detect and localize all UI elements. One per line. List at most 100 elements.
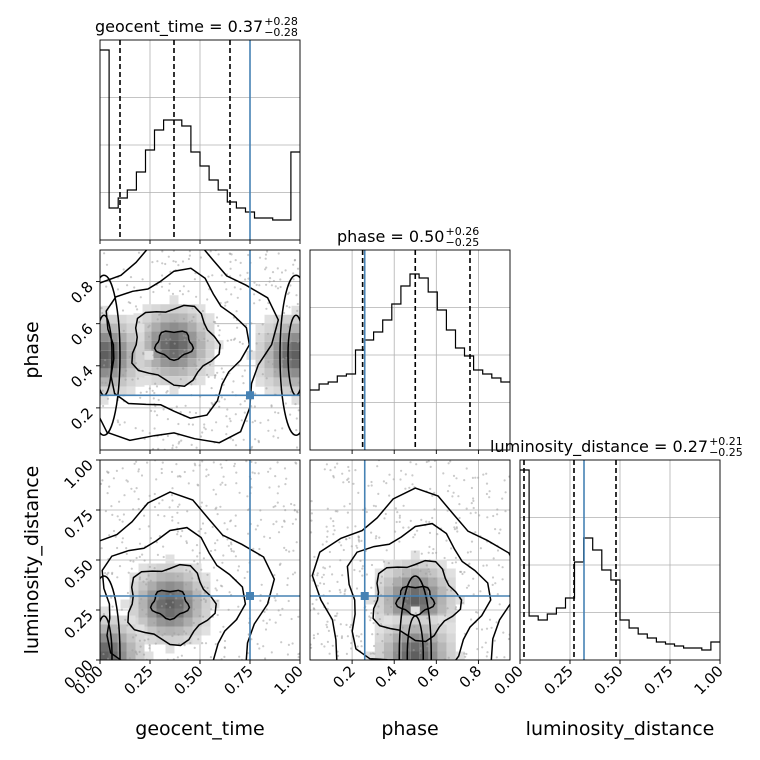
- distance-vs-geocent-time-sample-point: [171, 515, 174, 519]
- distance-vs-phase-sample-point: [375, 535, 378, 538]
- distance-vs-phase-sample-point: [336, 510, 339, 513]
- distance-vs-geocent-time-density-cell: [174, 626, 184, 636]
- text-layer: 0.00 0.25 0.50 0.75 1.00 0.2 0.4 0.6 0.8 0.00 0.25…: [21, 15, 743, 740]
- phase-vs-geocent-time-sample-point: [296, 309, 299, 312]
- distance-vs-phase-density-cell: [374, 604, 384, 614]
- distance-vs-geocent-time-density-cell: [126, 642, 136, 652]
- distance-vs-phase-sample-point: [426, 617, 429, 620]
- distance-vs-geocent-time-sample-point: [206, 573, 209, 576]
- distance-vs-geocent-time-sample-point: [259, 509, 262, 512]
- distance-vs-geocent-time-sample-point: [186, 510, 189, 513]
- phase-vs-geocent-time-sample-point: [128, 355, 131, 358]
- distance-vs-geocent-time-sample-point: [246, 508, 250, 512]
- distance-vs-phase-sample-point: [347, 465, 350, 469]
- distance-vs-phase-sample-point: [498, 532, 501, 535]
- phase-vs-geocent-time-density-cell: [273, 332, 283, 342]
- phase-vs-geocent-time-sample-point: [171, 444, 174, 447]
- phase-vs-geocent-time-sample-point: [264, 268, 267, 271]
- phase-vs-geocent-time-density-cell: [142, 322, 152, 332]
- distance-vs-geocent-time-density-cell: [138, 563, 148, 573]
- phase-vs-geocent-time-sample-point: [287, 325, 290, 328]
- distance-vs-phase-sample-point: [340, 635, 344, 638]
- distance-vs-geocent-time-sample-point: [295, 541, 298, 544]
- distance-vs-geocent-time-sample-point: [252, 547, 255, 551]
- distance-vs-phase-sample-point: [360, 645, 363, 648]
- distance-vs-geocent-time-sample-point: [153, 567, 156, 570]
- distance-vs-geocent-time-density-cell: [201, 626, 211, 636]
- phase-vs-geocent-time-sample-point: [225, 433, 228, 436]
- phase-vs-geocent-time-density-cell: [91, 351, 100, 360]
- distance-vs-geocent-time-sample-point: [138, 542, 142, 545]
- distance-vs-geocent-time-sample-point: [176, 530, 179, 533]
- phase-vs-geocent-time-density-cell: [214, 340, 224, 350]
- distance-vs-geocent-time-sample-point: [143, 639, 146, 642]
- distance-vs-phase-density-cell: [383, 651, 393, 660]
- distance-vs-phase-sample-point: [346, 526, 349, 529]
- distance-vs-geocent-time-sample-point: [153, 505, 157, 509]
- distance-vs-phase-sample-point: [355, 544, 358, 547]
- distance-vs-phase-sample-point: [419, 569, 422, 573]
- phase-vs-geocent-time-sample-point: [258, 332, 261, 335]
- distance-vs-phase-sample-point: [470, 540, 474, 543]
- distance-vs-phase-sample-point: [460, 570, 463, 574]
- distance-vs-phase-sample-point: [427, 568, 430, 571]
- distance-vs-phase-sample-point: [346, 511, 349, 514]
- distance-vs-geocent-time-density-cell: [64, 652, 73, 661]
- distance-vs-phase-sample-point: [328, 590, 331, 593]
- distance-vs-phase-sample-point: [485, 482, 489, 485]
- distance-vs-geocent-time-sample-point: [175, 597, 178, 600]
- distance-vs-phase-sample-point: [310, 500, 313, 503]
- distance-vs-phase-density-cell: [410, 586, 420, 596]
- distance-vs-geocent-time-sample-point: [160, 471, 163, 475]
- distance-vs-geocent-time-sample-point: [211, 525, 214, 529]
- distance-vs-phase-sample-point: [370, 586, 373, 589]
- distance-vs-geocent-time-sample-point: [161, 634, 164, 637]
- distance-vs-phase-density-cell: [402, 661, 411, 670]
- distance-vs-phase-sample-point: [497, 564, 500, 567]
- phase-vs-geocent-time-density-cell: [135, 332, 145, 342]
- distance-vs-geocent-time-sample-point: [230, 547, 233, 551]
- distance-vs-geocent-time-sample-point: [127, 571, 130, 574]
- distance-vs-phase-sample-point: [350, 545, 353, 548]
- phase-vs-geocent-time-sample-point: [259, 421, 262, 424]
- distance-vs-phase-sample-point: [322, 582, 326, 586]
- distance-vs-phase-sample-point: [429, 487, 432, 490]
- distance-vs-phase-sample-point: [436, 641, 439, 644]
- phase-vs-geocent-time-sample-point: [122, 268, 125, 271]
- distance-vs-geocent-time-sample-point: [181, 620, 184, 623]
- distance-vs-phase-sample-point: [450, 589, 453, 592]
- distance-vs-geocent-time-density-cell: [165, 635, 175, 645]
- phase-vs-geocent-time-density-cell: [160, 313, 170, 323]
- distance-vs-phase-sample-point: [360, 633, 363, 636]
- phase-vs-geocent-time-density-cell: [282, 368, 292, 378]
- phase-vs-geocent-time-sample-point: [161, 262, 164, 265]
- phase-vs-geocent-time-sample-point: [199, 435, 203, 438]
- distance-vs-geocent-time-sample-point: [280, 641, 283, 644]
- phase-vs-geocent-time-sample-point: [281, 363, 284, 366]
- phase-vs-geocent-time-sample-point: [283, 311, 286, 315]
- distance-vs-geocent-time-sample-point: [177, 633, 180, 636]
- distance-vs-phase-sample-point: [337, 654, 340, 658]
- phase-vs-geocent-time-sample-point: [289, 284, 292, 287]
- distance-vs-phase-sample-point: [446, 509, 449, 512]
- distance-vs-geocent-time-sample-point: [176, 505, 180, 508]
- distance-vs-geocent-time-sample-point: [179, 604, 182, 607]
- distance-vs-geocent-time-density-cell: [183, 617, 193, 627]
- distance-vs-geocent-time-sample-point: [111, 513, 114, 517]
- distance-vs-phase-density-cell: [446, 604, 456, 614]
- distance-vs-phase-sample-point: [494, 582, 497, 585]
- distance-vs-phase-density-cell: [447, 661, 456, 670]
- phase-vs-geocent-time-sample-point: [193, 363, 196, 366]
- distance-vs-geocent-time-density-cell: [174, 563, 184, 573]
- phase-vs-geocent-time-sample-point: [265, 266, 268, 269]
- phase-vs-geocent-time-sample-point: [266, 250, 269, 253]
- distance-vs-geocent-time-density-cell: [165, 644, 175, 654]
- distance-vs-phase-sample-point: [479, 547, 482, 550]
- distance-vs-phase-density-cell: [392, 651, 402, 660]
- distance-vs-geocent-time-density-cell: [156, 635, 166, 645]
- phase-vs-geocent-time-density-cell: [100, 332, 109, 342]
- distance-vs-phase-sample-point: [409, 461, 412, 464]
- distance-vs-phase-sample-point: [413, 550, 417, 553]
- distance-vs-phase-sample-point: [486, 651, 489, 654]
